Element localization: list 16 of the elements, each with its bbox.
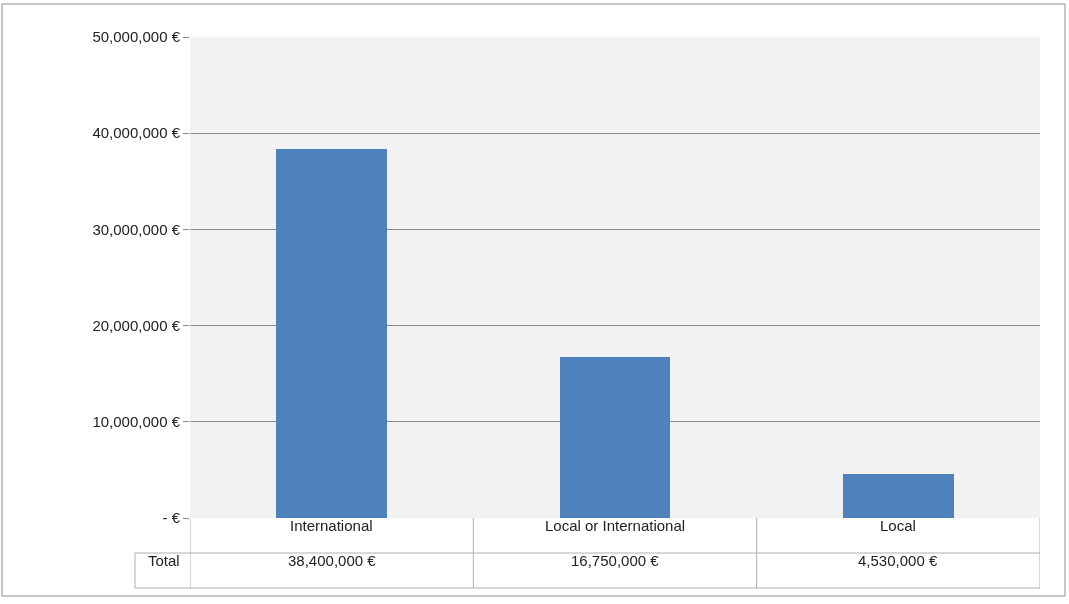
data-label: 38,400,000 € bbox=[288, 552, 377, 569]
y-tick-label: 10,000,000 € bbox=[92, 413, 181, 431]
data-label: 4,530,000 € bbox=[858, 552, 938, 569]
data-label: 16,750,000 € bbox=[571, 552, 660, 569]
x-tick-label: Local bbox=[880, 517, 916, 534]
bar bbox=[276, 149, 387, 518]
y-tick-label: 30,000,000 € bbox=[92, 220, 181, 238]
text: Total bbox=[148, 552, 180, 569]
bar bbox=[560, 357, 670, 518]
x-tick-label: Local or International bbox=[545, 517, 686, 534]
y-tick-label: - € bbox=[162, 509, 181, 527]
x-tick-label: International bbox=[290, 517, 373, 534]
y-tick-label: 20,000,000 € bbox=[92, 316, 181, 334]
bar bbox=[843, 474, 954, 518]
y-tick-label: 40,000,000 € bbox=[92, 124, 181, 142]
y-tick-label: 50,000,000 € bbox=[92, 28, 181, 46]
